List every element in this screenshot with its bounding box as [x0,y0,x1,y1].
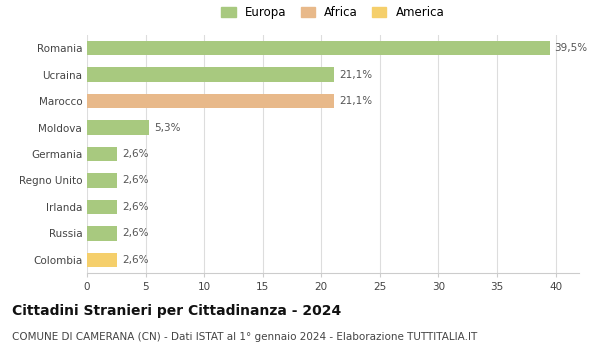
Bar [87,120,149,135]
Text: 2,6%: 2,6% [122,175,149,186]
Text: 2,6%: 2,6% [122,255,149,265]
Bar [87,41,550,56]
Text: 2,6%: 2,6% [122,149,149,159]
Text: 2,6%: 2,6% [122,202,149,212]
Text: 21,1%: 21,1% [339,70,372,80]
Text: 2,6%: 2,6% [122,228,149,238]
Text: 5,3%: 5,3% [154,122,180,133]
Text: COMUNE DI CAMERANA (CN) - Dati ISTAT al 1° gennaio 2024 - Elaborazione TUTTITALI: COMUNE DI CAMERANA (CN) - Dati ISTAT al … [12,332,477,343]
Bar [87,147,118,161]
Bar [87,252,118,267]
Bar [87,173,118,188]
Bar [87,94,334,108]
Legend: Europa, Africa, America: Europa, Africa, America [218,3,448,23]
Text: 21,1%: 21,1% [339,96,372,106]
Text: Cittadini Stranieri per Cittadinanza - 2024: Cittadini Stranieri per Cittadinanza - 2… [12,304,341,318]
Bar [87,199,118,214]
Bar [87,68,334,82]
Text: 39,5%: 39,5% [554,43,587,53]
Bar [87,226,118,240]
